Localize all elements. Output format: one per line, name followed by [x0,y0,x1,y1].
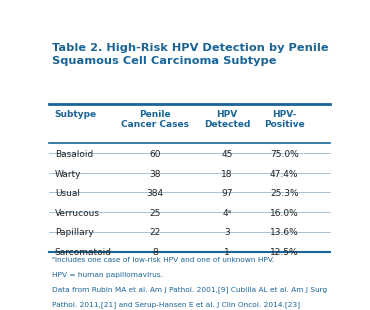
Text: 60: 60 [149,150,161,159]
Text: 1: 1 [224,248,230,257]
Text: 25.3%: 25.3% [270,189,299,198]
Text: 38: 38 [149,170,161,179]
Text: 18: 18 [221,170,233,179]
Text: Table 2. High-Risk HPV Detection by Penile
Squamous Cell Carcinoma Subtype: Table 2. High-Risk HPV Detection by Peni… [52,43,329,66]
Text: 13.6%: 13.6% [270,228,299,237]
Text: Penile
Cancer Cases: Penile Cancer Cases [121,110,189,129]
Text: HPV = human papillomavirus.: HPV = human papillomavirus. [52,272,163,278]
Text: 12.5%: 12.5% [270,248,299,257]
Text: Papillary: Papillary [55,228,94,237]
Text: 22: 22 [149,228,161,237]
Text: 97: 97 [221,189,233,198]
Text: HPV-
Positive: HPV- Positive [264,110,305,129]
Text: Basaloid: Basaloid [55,150,93,159]
Text: Verrucous: Verrucous [55,209,100,218]
Text: 47.4%: 47.4% [270,170,299,179]
Text: 25: 25 [149,209,161,218]
Text: 3: 3 [224,228,230,237]
Text: 4ᵃ: 4ᵃ [222,209,232,218]
Text: Sarcomatoid: Sarcomatoid [55,248,112,257]
Text: Data from Rubin MA et al. Am J Pathol. 2001,[9] Cubilla AL et al. Am J Surg: Data from Rubin MA et al. Am J Pathol. 2… [52,287,327,293]
Text: Pathol. 2011,[21] and Serup-Hansen E et al. J Clin Oncol. 2014.[23]: Pathol. 2011,[21] and Serup-Hansen E et … [52,301,300,308]
Text: Subtype: Subtype [55,110,97,119]
Text: HPV
Detected: HPV Detected [204,110,250,129]
Text: Usual: Usual [55,189,80,198]
Text: Warty: Warty [55,170,81,179]
Text: 16.0%: 16.0% [270,209,299,218]
Text: 8: 8 [152,248,158,257]
Text: ᵃIncludes one case of low-risk HPV and one of unknown HPV.: ᵃIncludes one case of low-risk HPV and o… [52,257,274,263]
Text: 384: 384 [147,189,164,198]
Text: 75.0%: 75.0% [270,150,299,159]
Text: 45: 45 [221,150,233,159]
